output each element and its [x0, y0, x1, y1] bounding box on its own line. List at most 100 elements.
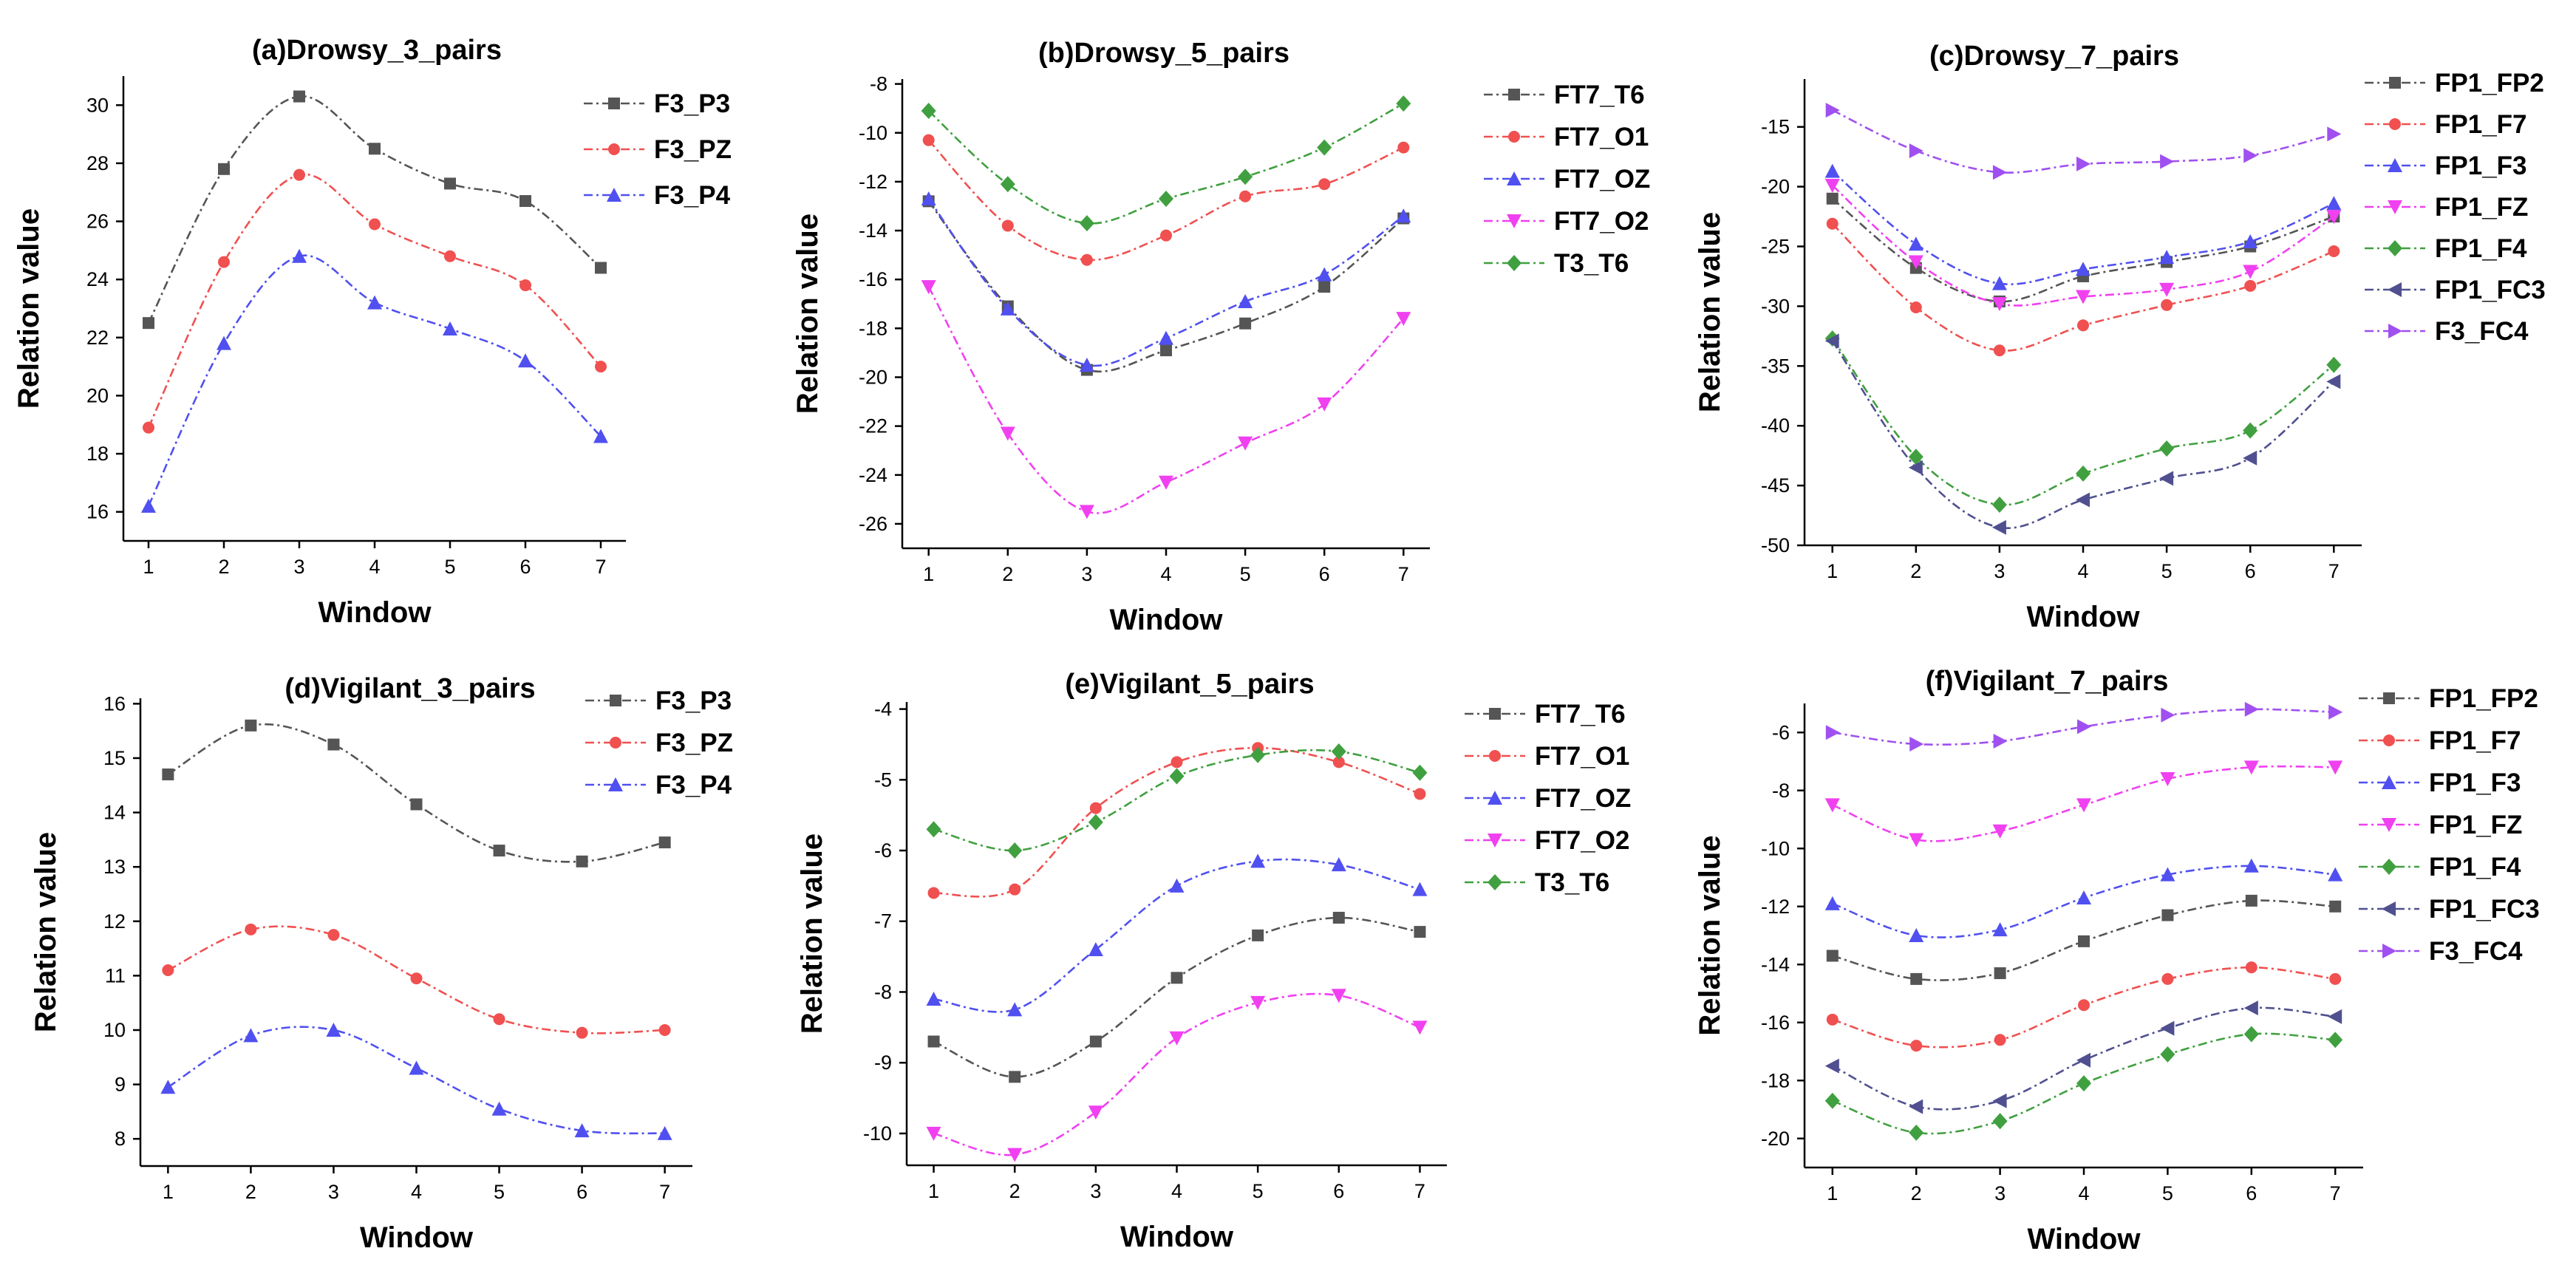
series-ft7-t6 [922, 195, 1410, 376]
legend-item: FT7_T6 [1484, 81, 1645, 109]
data-point [2159, 250, 2175, 265]
data-point [2329, 900, 2342, 913]
x-tick-label: 2 [1009, 1180, 1020, 1202]
x-axis-label: Window [2027, 601, 2141, 633]
legend-marker [2388, 282, 2402, 297]
data-point [1991, 496, 2007, 513]
data-point [921, 280, 936, 295]
legend-marker [1507, 214, 1522, 228]
x-tick-label: 3 [328, 1181, 339, 1203]
y-tick-label: 15 [103, 747, 126, 769]
y-tick-label: 9 [115, 1074, 126, 1096]
y-tick-label: -5 [874, 768, 892, 791]
series-f3-p3 [162, 719, 671, 868]
data-point [1824, 1092, 1840, 1109]
data-point [576, 1026, 588, 1039]
legend-marker [2382, 944, 2396, 958]
legend-label: FT7_O1 [1554, 123, 1649, 151]
data-point [1250, 853, 1266, 868]
y-tick-label: -24 [859, 464, 887, 486]
series-line [167, 723, 665, 863]
x-tick-label: 7 [1398, 563, 1409, 585]
data-point [1169, 768, 1185, 785]
data-point [1009, 883, 1021, 896]
series-line [1831, 197, 2334, 303]
data-point [2326, 210, 2342, 225]
y-axis-label: Relation value [1694, 212, 1726, 412]
data-point [444, 250, 456, 262]
data-point [1908, 255, 1924, 270]
data-point [2161, 909, 2174, 921]
y-tick-label: -6 [874, 839, 892, 862]
data-point [518, 353, 533, 368]
data-point [2078, 999, 2090, 1012]
y-tick-label: -45 [1761, 474, 1790, 497]
data-point [1332, 756, 1345, 768]
data-point [292, 248, 307, 263]
legend-marker [1508, 89, 1520, 100]
legend-marker [1508, 131, 1520, 143]
data-point [1824, 178, 1840, 193]
series-fp1-fc3 [1824, 1001, 2342, 1114]
series-f3-fc4 [1825, 103, 2342, 180]
data-point [2161, 707, 2175, 723]
data-point [1007, 842, 1023, 859]
legend-label: F3_P3 [654, 89, 730, 118]
data-point [2159, 471, 2174, 486]
x-tick-label: 5 [1253, 1180, 1264, 1202]
data-point [2328, 867, 2343, 882]
data-point [1317, 139, 1332, 156]
data-point [576, 855, 588, 868]
data-point [327, 738, 340, 751]
data-point [2326, 374, 2341, 389]
x-tick-label: 3 [1081, 563, 1092, 585]
legend-item: FP1_F4 [2359, 853, 2521, 882]
legend-item: F3_PZ [585, 729, 733, 757]
data-point [1908, 460, 1923, 475]
data-point [1994, 1034, 2006, 1046]
data-point [1824, 798, 1840, 813]
data-point [217, 335, 231, 350]
data-point [2244, 701, 2259, 717]
legend-label: F3_P4 [655, 771, 732, 800]
y-tick-label: -10 [863, 1122, 892, 1145]
legend-label: FT7_T6 [1554, 81, 1645, 109]
y-tick-label: -15 [1761, 116, 1790, 138]
data-point [1908, 449, 1924, 466]
chart-title: (d)Vigilant_3_pairs [284, 673, 535, 704]
legend-marker [2382, 901, 2396, 916]
y-tick-label: -14 [1761, 953, 1790, 975]
data-point [1331, 989, 1346, 1003]
x-tick-label: 2 [1911, 1182, 1922, 1204]
legend-marker [2388, 200, 2402, 214]
data-point [1909, 143, 1924, 159]
data-point [2328, 760, 2343, 775]
data-point [2243, 234, 2258, 249]
series-line [1831, 185, 2335, 307]
data-point [2161, 972, 2174, 985]
y-tick-label: -7 [874, 910, 892, 933]
data-point [1824, 163, 1840, 178]
series-ft7-t6 [927, 911, 1426, 1083]
legend-label: T3_T6 [1554, 249, 1629, 278]
x-tick-label: 3 [1090, 1180, 1101, 1202]
legend-marker [1488, 791, 1502, 805]
data-point [1169, 878, 1185, 893]
y-tick-label: -8 [1772, 780, 1790, 802]
x-tick-label: 2 [1910, 560, 1921, 582]
data-point [160, 1080, 176, 1094]
data-point [1318, 281, 1331, 293]
x-axis-label: Window [2028, 1223, 2141, 1255]
series-line [147, 254, 602, 507]
data-point [2326, 196, 2342, 211]
chart-title: (c)Drowsy_7_pairs [1929, 41, 2179, 72]
y-tick-label: -26 [859, 513, 887, 535]
data-point [2326, 356, 2342, 373]
legend-marker [608, 777, 623, 791]
data-point [444, 177, 456, 190]
data-point [1169, 1031, 1185, 1046]
data-point [926, 992, 941, 1006]
data-point [1160, 344, 1172, 357]
series-fp1-f7 [1826, 217, 2340, 357]
data-point [2161, 299, 2173, 311]
